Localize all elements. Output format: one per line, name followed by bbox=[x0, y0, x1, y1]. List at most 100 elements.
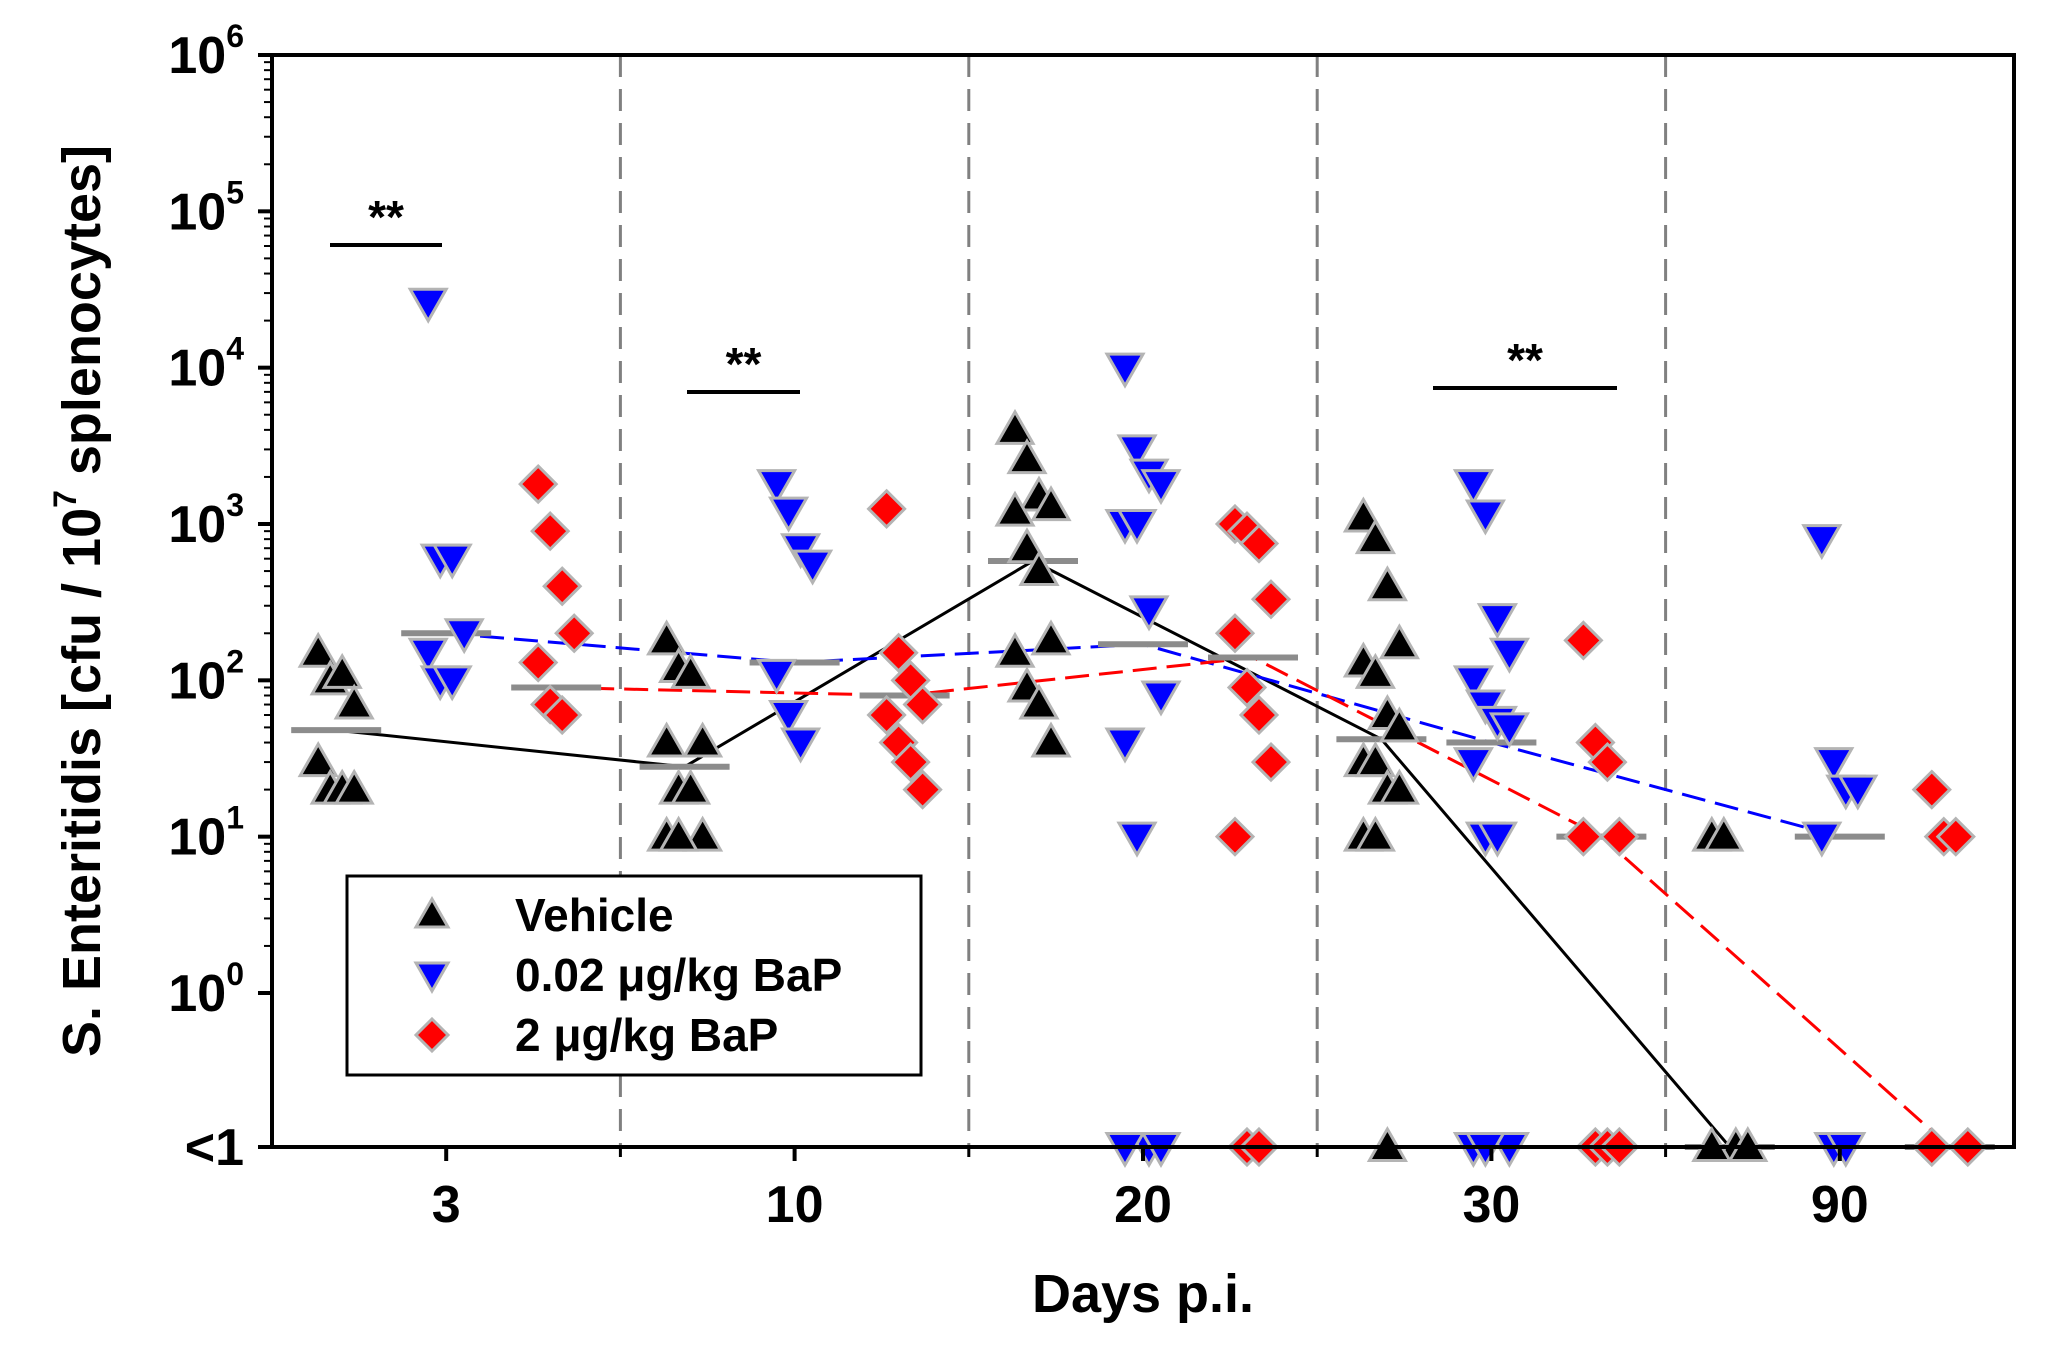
data-point bbox=[333, 683, 375, 720]
data-point bbox=[1030, 619, 1072, 656]
data-point bbox=[1354, 815, 1396, 852]
data-point bbox=[554, 613, 595, 654]
data-point bbox=[1116, 509, 1158, 546]
data-point bbox=[902, 684, 943, 725]
data-point bbox=[1006, 438, 1048, 475]
data-point bbox=[297, 741, 339, 778]
data-point bbox=[518, 463, 559, 505]
data-point bbox=[670, 652, 712, 689]
data-point bbox=[1563, 816, 1604, 857]
data-point bbox=[1464, 1132, 1506, 1169]
data-point bbox=[542, 694, 583, 736]
data-point bbox=[1238, 523, 1280, 564]
data-point bbox=[780, 727, 822, 764]
x-tick-label: 20 bbox=[1114, 1176, 1172, 1234]
data-point bbox=[443, 618, 485, 655]
y-tick-label: 106 bbox=[168, 18, 244, 85]
data-point bbox=[646, 619, 688, 656]
data-point bbox=[792, 549, 834, 586]
data-point bbox=[1476, 603, 1518, 640]
significance-label: ** bbox=[726, 338, 762, 390]
day-separators bbox=[618, 55, 1668, 1147]
legend: Vehicle 0.02 μg/kg BaP 2 μg/kg BaP bbox=[345, 874, 923, 1077]
data-point bbox=[1911, 769, 1952, 810]
axes: <1 100 101 102 103 104 105 106 3 10 20 30 90 Days p.i… bbox=[47, 18, 2016, 1324]
data-point bbox=[530, 511, 571, 552]
data-point bbox=[297, 631, 339, 668]
data-point bbox=[407, 637, 449, 674]
data-point bbox=[1116, 821, 1158, 858]
data-point bbox=[1825, 1132, 1867, 1169]
data-point bbox=[1476, 821, 1518, 858]
significance-label: ** bbox=[1507, 334, 1543, 386]
legend-marker bbox=[413, 1016, 451, 1054]
data-point bbox=[1703, 815, 1745, 852]
data-point bbox=[768, 496, 810, 533]
data-point bbox=[1452, 665, 1494, 702]
y-tick-label: 105 bbox=[168, 174, 244, 241]
data-point bbox=[1354, 741, 1396, 778]
data-point bbox=[890, 741, 931, 783]
legend-marker bbox=[413, 961, 451, 995]
data-point bbox=[902, 769, 943, 810]
data-point bbox=[994, 631, 1036, 668]
y-tick-label: <1 bbox=[185, 1119, 244, 1177]
data-point bbox=[682, 721, 724, 758]
data-point bbox=[431, 665, 473, 702]
data-point bbox=[1238, 694, 1280, 736]
data-point bbox=[1104, 352, 1146, 389]
data-point bbox=[518, 642, 559, 683]
data-point bbox=[1801, 821, 1843, 858]
data-point bbox=[1116, 434, 1158, 471]
data-point bbox=[1354, 518, 1396, 555]
data-point bbox=[1140, 469, 1182, 506]
data-point bbox=[994, 408, 1036, 445]
x-tick-label: 3 bbox=[432, 1176, 461, 1234]
data-point bbox=[768, 700, 810, 737]
data-point bbox=[1226, 667, 1268, 708]
data-point bbox=[1018, 550, 1060, 587]
data-point bbox=[1354, 652, 1396, 689]
data-point bbox=[1464, 499, 1506, 536]
data-point bbox=[1801, 524, 1843, 561]
x-tick-label: 30 bbox=[1462, 1176, 1520, 1234]
legend-label: 2 μg/kg BaP bbox=[515, 1009, 778, 1061]
data-point bbox=[1140, 1132, 1182, 1169]
data-point bbox=[1378, 768, 1420, 805]
y-tick-label: 100 bbox=[168, 956, 244, 1023]
data-point bbox=[994, 490, 1036, 527]
data-point bbox=[321, 652, 363, 689]
data-point bbox=[407, 287, 449, 324]
data-point bbox=[1727, 1125, 1769, 1162]
data-point bbox=[1342, 496, 1384, 533]
y-axis-title: S. Enteritidis [cfu / 107 splenocytes] bbox=[47, 145, 112, 1057]
data-point bbox=[866, 694, 907, 736]
data-point bbox=[646, 721, 688, 758]
data-point bbox=[1488, 712, 1530, 749]
data-point bbox=[431, 543, 473, 580]
data-point bbox=[1366, 1125, 1408, 1162]
y-tick-label: 101 bbox=[168, 800, 244, 867]
legend-marker bbox=[413, 895, 451, 929]
data-point bbox=[1128, 595, 1170, 632]
data-point bbox=[1250, 579, 1292, 620]
significance-annotations: ** ** ** bbox=[330, 191, 1617, 394]
data-point bbox=[1104, 1132, 1146, 1169]
data-point bbox=[1214, 613, 1256, 654]
data-point bbox=[1214, 816, 1256, 857]
data-point bbox=[756, 658, 798, 695]
data-point bbox=[1366, 565, 1408, 602]
x-axis-title: Days p.i. bbox=[1032, 1264, 1254, 1324]
data-point bbox=[1452, 747, 1494, 784]
y-tick-label: 102 bbox=[168, 643, 244, 710]
data-point bbox=[1378, 706, 1420, 743]
y-tick-label: 104 bbox=[168, 331, 244, 398]
data-point bbox=[333, 768, 375, 805]
data-point bbox=[1813, 747, 1855, 784]
x-tick-label: 10 bbox=[766, 1176, 824, 1234]
data-point bbox=[1030, 721, 1072, 758]
data-point bbox=[1452, 469, 1494, 506]
data-point bbox=[1140, 680, 1182, 717]
